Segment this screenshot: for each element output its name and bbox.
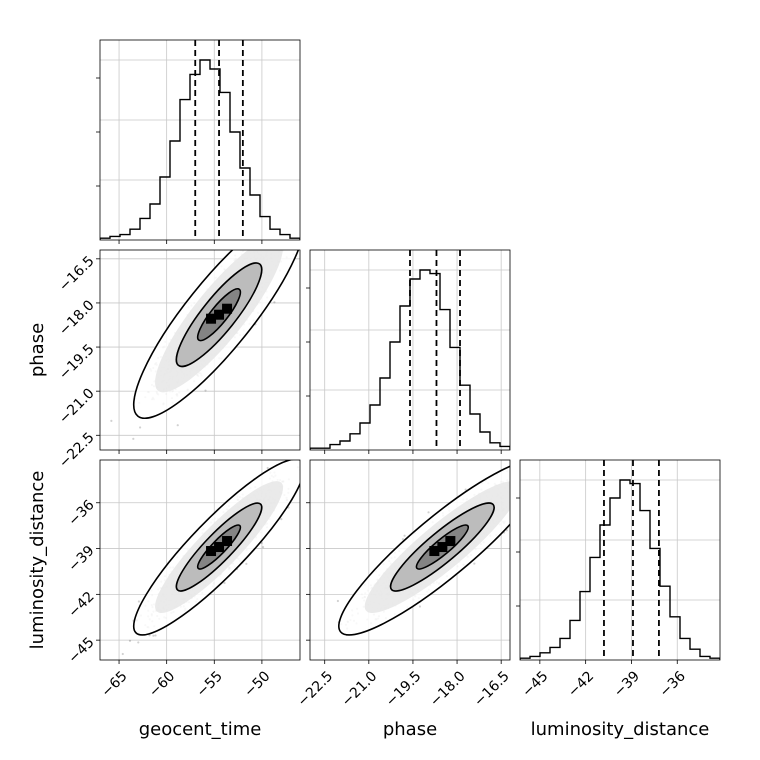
- hist-panel-geocent_time: [96, 39, 301, 244]
- density-peak: [222, 536, 233, 547]
- density-peak: [222, 303, 233, 314]
- density-peak: [206, 546, 217, 557]
- scatter-content: [310, 460, 510, 660]
- histogram-luminosity_distance: [520, 479, 720, 660]
- panel-frame: [519, 459, 721, 661]
- hist-panel-phase: [306, 249, 511, 454]
- hist-panel-luminosity_distance: [516, 459, 721, 664]
- contour-line: [132, 460, 300, 636]
- contour-line: [175, 502, 263, 592]
- sample-point: [154, 634, 157, 637]
- sample-point: [464, 488, 467, 491]
- panel-frame: [99, 249, 301, 451]
- scatter-content: [100, 250, 300, 450]
- contour-line: [132, 250, 300, 420]
- scatter-panel-geocent_time-phase: [96, 249, 301, 454]
- sample-point: [128, 639, 132, 642]
- sample-point: [176, 424, 179, 427]
- contour-line: [175, 262, 263, 368]
- histogram-geocent_time: [100, 59, 300, 240]
- sample-point: [137, 641, 140, 644]
- sample-point: [266, 466, 269, 470]
- density-peak: [214, 542, 225, 553]
- scatter-panel-geocent_time-luminosity_distance: [96, 459, 301, 664]
- sample-point: [223, 581, 226, 585]
- sample-point: [138, 426, 142, 429]
- contour-line: [196, 288, 242, 342]
- sample-point: [204, 389, 207, 392]
- sample-point: [261, 546, 265, 549]
- sample-point: [273, 301, 276, 304]
- scatter-panel-phase-luminosity_distance: [306, 459, 511, 664]
- sample-point: [505, 529, 508, 532]
- density-peak: [214, 309, 225, 320]
- sample-point: [110, 419, 113, 422]
- sample-point: [152, 634, 155, 637]
- histogram-phase: [310, 269, 510, 450]
- sample-point: [280, 518, 283, 521]
- panel-frame: [309, 249, 511, 451]
- panel-frame: [99, 39, 301, 241]
- sample-point: [245, 562, 248, 565]
- panel-frame: [99, 459, 301, 661]
- contour-line: [196, 524, 242, 570]
- scatter-content: [100, 460, 300, 660]
- sample-point: [132, 437, 135, 440]
- sample-point: [121, 652, 124, 656]
- sample-point: [137, 600, 141, 603]
- density-peak: [206, 313, 217, 324]
